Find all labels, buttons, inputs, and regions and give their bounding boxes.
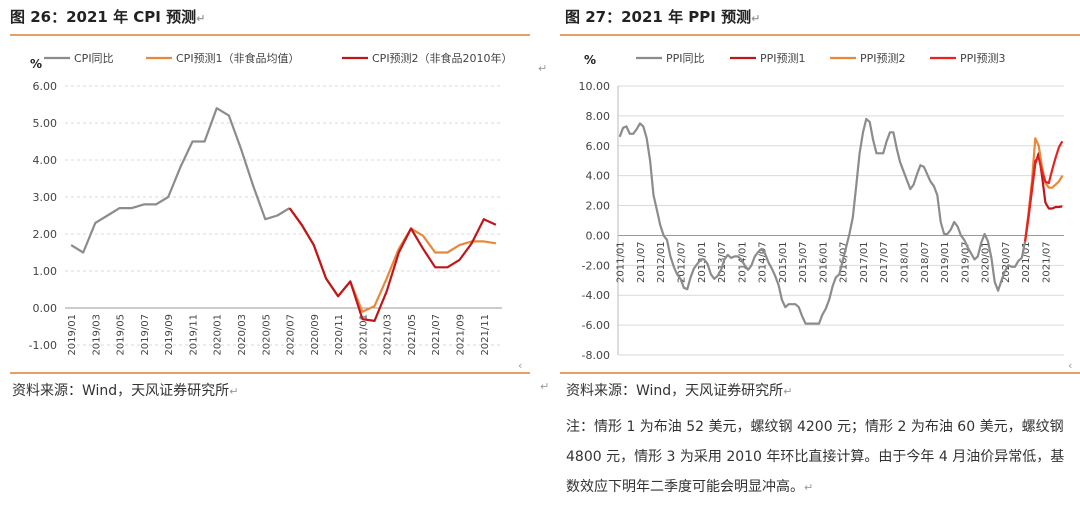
cpi-series-line-3: [288, 207, 497, 322]
cpi-x-tick-label: 2021/05: [407, 314, 418, 356]
cpi-x-tick-label: 2020/07: [286, 314, 297, 356]
left-bottom-rule: [10, 372, 530, 374]
ppi-x-tick-label: 2012/07: [677, 241, 688, 283]
ppi-legend-label-1: PPI同比: [666, 52, 705, 65]
ppi-x-tick-label: 2020/01: [981, 241, 992, 283]
cpi-y-tick-label: 2.00: [33, 228, 58, 241]
ppi-y-unit: %: [584, 53, 596, 67]
cpi-x-tick-label: 2019/01: [67, 314, 78, 356]
ppi-legend-label-3: PPI预测2: [860, 52, 906, 65]
paragraph-mark: ↵: [538, 62, 548, 75]
cpi-legend-label-3: CPI预测2（非食品2010年）: [372, 51, 513, 65]
ppi-y-tick-label: 6.00: [586, 140, 611, 153]
right-source-text: 资料来源：Wind，天风证券研究所↵: [566, 383, 793, 399]
left-source-text: 资料来源：Wind，天风证券研究所↵: [12, 383, 239, 399]
resize-handle[interactable]: ‹: [518, 359, 523, 372]
ppi-x-tick-label: 2016/07: [839, 241, 850, 283]
cpi-y-tick-label: 1.00: [33, 265, 58, 278]
ppi-legend-label-2: PPI预测1: [760, 52, 806, 65]
ppi-forecast-chart: % -8.00 -6.00 -4.00 -2.00 0.00 2.00 4.00 6.00 8.0…: [579, 52, 1064, 362]
cpi-x-tick-label: 2019/09: [164, 314, 175, 356]
ppi-x-tick-label: 2017/07: [879, 241, 890, 283]
ppi-series-line-4: [1024, 140, 1064, 242]
cpi-y-unit: %: [30, 57, 42, 71]
ppi-y-tick-label: 0.00: [586, 229, 611, 242]
ppi-x-tick-label: 2018/01: [900, 241, 911, 283]
ppi-y-tick-label: -4.00: [582, 289, 610, 302]
ppi-y-tick-label: 8.00: [586, 110, 611, 123]
cpi-x-tick-label: 2021/11: [480, 314, 491, 356]
cpi-legend-label-1: CPI同比: [74, 52, 114, 65]
ppi-x-tick-label: 2021/01: [1021, 241, 1032, 283]
ppi-x-tick-label: 2017/01: [859, 241, 870, 283]
ppi-x-tick-label: 2014/07: [758, 241, 769, 283]
ppi-x-tick-label: 2015/01: [778, 241, 789, 283]
ppi-y-tick-label: 10.00: [579, 80, 611, 93]
left-chart-title: 图 26：2021 年 CPI 预测↵: [10, 8, 206, 26]
cpi-x-tick-label: 2020/05: [261, 314, 272, 356]
paragraph-mark: ↵: [540, 380, 550, 393]
left-top-rule: [10, 34, 530, 36]
cpi-x-tick-label: 2021/03: [383, 314, 394, 356]
cpi-y-tick-label: -1.00: [29, 339, 57, 352]
ppi-x-tick-label: 2019/01: [940, 241, 951, 283]
ppi-x-tick-label: 2018/07: [920, 241, 931, 283]
cpi-y-tick-label: 3.00: [33, 191, 58, 204]
cpi-x-tick-label: 2020/03: [237, 314, 248, 356]
cpi-forecast-chart: % -1.00 0.00 1.00 2.00 3.00 4.00 5.00 6.00 2019/0…: [29, 51, 513, 356]
ppi-x-tick-label: 2019/07: [960, 241, 971, 283]
ppi-x-tick-label: 2013/01: [697, 241, 708, 283]
cpi-x-tick-label: 2020/11: [334, 314, 345, 356]
cpi-series-line-1: [70, 107, 291, 254]
cpi-x-tick-label: 2020/09: [310, 314, 321, 356]
right-note-text: 注：情形 1 为布油 52 美元，螺纹钢 4200 元；情形 2 为布油 60 …: [566, 419, 1065, 495]
ppi-x-tick-label: 2020/07: [1001, 241, 1012, 283]
cpi-x-tick-label: 2021/09: [456, 314, 467, 356]
ppi-y-tick-label: -8.00: [582, 349, 610, 362]
ppi-y-tick-label: 2.00: [586, 200, 611, 213]
cpi-x-tick-label: 2021/07: [431, 314, 442, 356]
resize-handle[interactable]: ‹: [1068, 359, 1073, 372]
cpi-x-tick-label: 2019/11: [188, 314, 199, 356]
ppi-x-tick-label: 2012/01: [656, 241, 667, 283]
ppi-y-tick-label: 4.00: [586, 170, 611, 183]
ppi-y-tick-label: -6.00: [582, 319, 610, 332]
cpi-y-tick-label: 0.00: [33, 302, 58, 315]
cpi-x-tick-label: 2020/01: [213, 314, 224, 356]
ppi-x-tick-label: 2015/07: [798, 241, 809, 283]
cpi-y-tick-label: 6.00: [33, 80, 58, 93]
cpi-series-line-2: [288, 207, 497, 313]
ppi-legend-label-4: PPI预测3: [960, 52, 1006, 65]
ppi-x-tick-label: 2016/01: [818, 241, 829, 283]
ppi-y-tick-label: -2.00: [582, 259, 610, 272]
right-chart-title: 图 27：2021 年 PPI 预测↵: [565, 8, 761, 26]
cpi-x-tick-label: 2019/05: [116, 314, 127, 356]
cpi-y-tick-label: 5.00: [33, 117, 58, 130]
cpi-legend-label-2: CPI预测1（非食品均值）: [176, 51, 300, 65]
ppi-x-tick-label: 2011/07: [636, 241, 647, 283]
cpi-y-tick-label: 4.00: [33, 154, 58, 167]
cpi-x-tick-label: 2019/03: [91, 314, 102, 356]
right-top-rule: [560, 34, 1080, 36]
ppi-series-line-1: [618, 117, 1027, 325]
cpi-x-tick-label: 2021/01: [358, 314, 369, 356]
ppi-x-tick-label: 2011/01: [616, 241, 627, 283]
cpi-x-tick-label: 2019/07: [140, 314, 151, 356]
ppi-x-tick-label: 2021/07: [1041, 241, 1052, 283]
right-bottom-rule: [560, 372, 1080, 374]
